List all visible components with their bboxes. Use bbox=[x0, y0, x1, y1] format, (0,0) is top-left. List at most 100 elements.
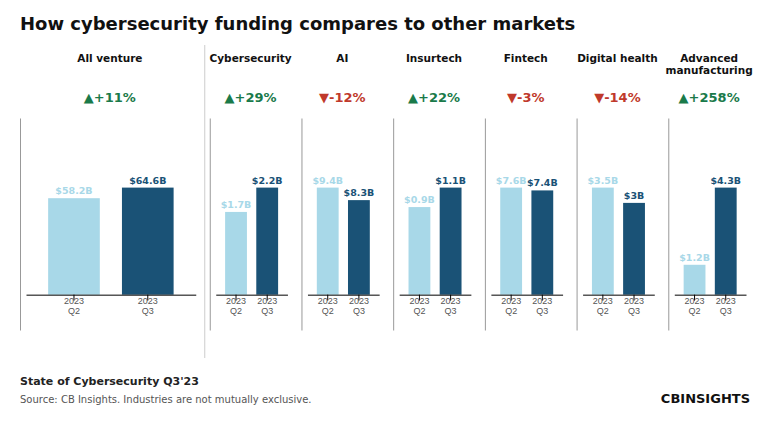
x-tick-label: 2023Q3 bbox=[257, 296, 277, 316]
x-tick-label: 2023Q3 bbox=[349, 296, 369, 316]
panel: Advancedmanufacturing ▲+258% $1.2B $4.3B 202… bbox=[666, 52, 753, 331]
data-label: $3.5B bbox=[588, 175, 619, 186]
bar bbox=[592, 188, 614, 295]
text-line: Q2 bbox=[68, 306, 80, 316]
text-line: 2023 bbox=[685, 296, 705, 306]
text-line: Q2 bbox=[322, 306, 334, 316]
panel-title: Cybersecurity bbox=[210, 52, 292, 64]
x-tick: 2023Q2 bbox=[64, 295, 84, 316]
x-tick: 2023Q2 bbox=[226, 295, 246, 316]
bars bbox=[592, 188, 645, 295]
separator bbox=[204, 45, 205, 358]
x-tick: 2023Q3 bbox=[441, 295, 461, 316]
panel-title: All venture bbox=[77, 52, 142, 64]
x-axis: 2023Q22023 Q3 bbox=[583, 295, 655, 316]
panel: All venture▲+11%$58.2B$64.6B2023Q22023Q3 bbox=[21, 52, 197, 331]
title: How cybersecurity funding compares to ot… bbox=[20, 13, 575, 34]
bar bbox=[348, 200, 370, 295]
y-axis bbox=[577, 119, 578, 331]
x-axis: 2023Q2 2023Q3 bbox=[27, 295, 197, 316]
x-tick-label: 2023Q2 bbox=[318, 296, 338, 316]
y-axis bbox=[393, 119, 394, 331]
text-line: 2023 bbox=[257, 296, 277, 306]
x-tick-label: 2023Q3 bbox=[138, 296, 158, 316]
panel: Cybersecurity▲+29%$1.7B$2.2B2023Q22023Q3 bbox=[210, 52, 292, 331]
text-line: Q3 bbox=[261, 306, 273, 316]
text-line: 2023 bbox=[716, 296, 736, 306]
x-tick: 2023Q3 bbox=[716, 295, 736, 316]
x-tick-label: 2023Q2 bbox=[685, 296, 705, 316]
bar bbox=[715, 188, 737, 295]
data-label: $58.2B bbox=[55, 185, 92, 196]
bar bbox=[500, 188, 522, 295]
text-line: 2023 bbox=[318, 296, 338, 306]
data-label: $1.7B bbox=[221, 199, 252, 210]
x-axis: 2023Q2 2023Q3 bbox=[400, 295, 472, 316]
change-label: ▲+11% bbox=[84, 90, 136, 105]
bars bbox=[317, 188, 370, 295]
text-line: 2023 bbox=[532, 296, 552, 306]
bar bbox=[256, 188, 278, 295]
text-line: Q3 bbox=[536, 306, 548, 316]
change-label: ▼-3% bbox=[507, 90, 544, 105]
text-line: Q3 bbox=[720, 306, 732, 316]
y-axis bbox=[210, 119, 211, 331]
text-line: Q3 bbox=[628, 306, 640, 316]
change-label: ▼-12% bbox=[319, 90, 366, 105]
text-line: 2023 bbox=[64, 296, 84, 306]
logo-text: CBINSIGHTS bbox=[661, 391, 750, 406]
data-label: $7.6B bbox=[496, 175, 527, 186]
x-axis-line bbox=[27, 295, 197, 296]
data-label: $3B bbox=[624, 190, 644, 201]
y-axis bbox=[20, 119, 21, 331]
panel-title: Advancedmanufacturing bbox=[666, 52, 753, 76]
data-label: $4.3B bbox=[710, 175, 741, 186]
data-label: $1.1B bbox=[435, 175, 466, 186]
text-line: Q3 bbox=[445, 306, 457, 316]
x-axis: 2023Q2 2023Q3 bbox=[308, 295, 380, 316]
text-line: 2023 bbox=[593, 296, 613, 306]
x-axis: 2023Q22023Q3 bbox=[675, 295, 747, 316]
x-tick: 2023Q3 bbox=[257, 295, 277, 316]
bar bbox=[409, 207, 431, 295]
text-line: Fintech bbox=[504, 52, 548, 64]
text-line: manufacturing bbox=[666, 64, 753, 76]
text-line: Digital health bbox=[577, 52, 658, 64]
x-tick: 2023Q2 bbox=[685, 295, 705, 316]
text-line: Q2 bbox=[505, 306, 517, 316]
change-label: ▲+22% bbox=[408, 90, 460, 105]
change-label: ▲+258% bbox=[679, 90, 740, 105]
panel-title: Insurtech bbox=[406, 52, 462, 64]
footer: State of Cybersecurity Q3'23 bbox=[20, 375, 199, 388]
bars bbox=[684, 188, 737, 295]
text-line: Advanced bbox=[680, 52, 738, 64]
y-axis bbox=[485, 119, 486, 331]
panel: AI▼-12%$9.4B$8.3B2023Q22023Q3 bbox=[302, 52, 380, 331]
text-line: Insurtech bbox=[406, 52, 462, 64]
x-tick: 2023Q2 bbox=[318, 295, 338, 316]
panel-title: Fintech bbox=[504, 52, 548, 64]
x-tick: 2023Q2 bbox=[593, 295, 613, 316]
y-axis bbox=[668, 119, 669, 331]
x-tick-label: 2023Q2 bbox=[409, 296, 429, 316]
panel-title: Digital health bbox=[577, 52, 658, 64]
bar bbox=[317, 188, 339, 295]
chart: How cybersecurity funding compares to ot… bbox=[0, 0, 770, 433]
bar bbox=[48, 198, 100, 294]
x-tick: 2023Q2 bbox=[409, 295, 429, 316]
y-axis-line bbox=[485, 119, 486, 331]
panel-title: AI bbox=[336, 52, 348, 64]
y-axis-line bbox=[301, 119, 302, 331]
y-axis-line bbox=[393, 119, 394, 331]
x-tick-label: 2023Q2 bbox=[64, 296, 84, 316]
text-line: 2023 bbox=[226, 296, 246, 306]
data-label: $9.4B bbox=[312, 175, 343, 186]
x-axis: 2023Q22023Q3 bbox=[216, 295, 288, 316]
data-label: $2.2B bbox=[252, 175, 283, 186]
bar bbox=[684, 265, 706, 295]
bar bbox=[440, 188, 462, 295]
change-label: ▼-14% bbox=[594, 90, 641, 105]
data-label: $1.2B bbox=[679, 252, 710, 263]
x-tick-label: 2023Q2 bbox=[501, 296, 521, 316]
source-note: Source: CB Insights. Industries are not … bbox=[20, 394, 312, 405]
